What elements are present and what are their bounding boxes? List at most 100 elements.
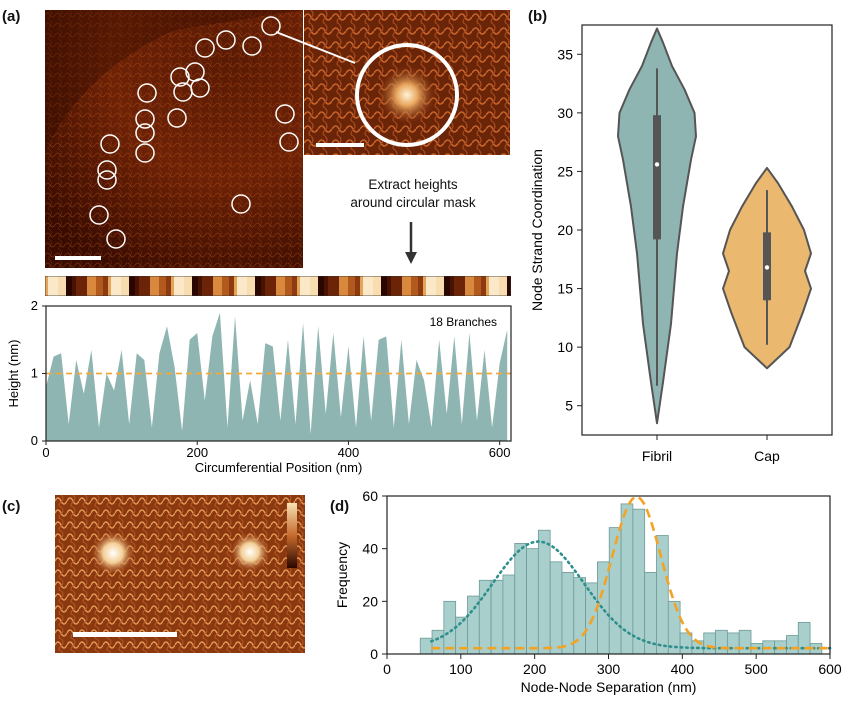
panel-label-a: (a) <box>2 8 21 25</box>
down-arrow-icon <box>405 222 417 264</box>
strip-segment <box>310 276 318 296</box>
x-tick-label: 600 <box>818 661 842 677</box>
strip-segment <box>76 276 87 296</box>
strip-segment <box>45 276 48 296</box>
strip-segment <box>300 276 310 296</box>
strip-segment <box>87 276 96 296</box>
strip-segment <box>159 276 166 296</box>
histogram-bar <box>608 527 622 655</box>
strip-segment <box>285 276 292 296</box>
strip-segment <box>292 276 297 296</box>
panel-label-b: (b) <box>528 8 548 25</box>
node-marker-circle <box>231 194 251 214</box>
strip-segment <box>348 276 355 296</box>
c-scale-bar <box>73 632 177 637</box>
y-tick-label: 0 <box>370 646 378 662</box>
node-marker-circle <box>261 16 281 36</box>
node-marker-circle <box>135 143 155 163</box>
histogram-bar <box>549 561 563 655</box>
histogram-bar <box>786 635 799 655</box>
x-tick-label: 0 <box>383 661 391 677</box>
node-marker-circle <box>97 170 117 190</box>
strip-segment <box>229 276 234 296</box>
strip-segment <box>139 276 150 296</box>
histogram-bar <box>478 579 492 655</box>
histogram-bar <box>526 548 539 655</box>
y-tick-label: 20 <box>557 222 573 238</box>
strip-segment <box>402 276 411 296</box>
strip-segment <box>363 276 373 296</box>
strip-segment <box>184 276 192 296</box>
strip-segment <box>213 276 222 296</box>
violin-median <box>654 162 660 167</box>
histogram-bar <box>620 503 634 655</box>
histogram-bar <box>703 632 716 655</box>
violin-chart: Fibril Cap 5 10 15 20 25 30 35 Node Strand Coordi… <box>529 24 833 464</box>
y-tick-label: 2 <box>31 298 38 313</box>
y-tick-label: 15 <box>557 281 573 297</box>
strip-segment <box>355 276 360 296</box>
strip-segment <box>121 276 129 296</box>
histogram-bar <box>537 529 551 655</box>
separation-histogram: 0 100 200 300 400 500 600 0 20 40 60 Node-Node Sepa… <box>334 488 842 695</box>
node-marker-circle <box>242 36 262 56</box>
y-tick-label: 0 <box>31 433 38 448</box>
strip-segment <box>58 276 66 296</box>
x-tick-label: 400 <box>338 445 360 460</box>
inset-scale-bar <box>316 143 364 147</box>
x-tick-label: 200 <box>523 661 547 677</box>
strip-segment <box>324 276 328 296</box>
strip-segment <box>474 276 481 296</box>
strip-segment <box>111 276 121 296</box>
strip-segment <box>297 276 300 296</box>
strip-segment <box>450 276 454 296</box>
strip-segment <box>234 276 237 296</box>
strip-segment <box>198 276 202 296</box>
strip-segment <box>444 276 450 296</box>
strip-segment <box>328 276 339 296</box>
strip-segment <box>411 276 418 296</box>
strip-segment <box>360 276 363 296</box>
strip-segment <box>454 276 465 296</box>
histogram-bar <box>490 579 504 655</box>
node-marker-circle <box>275 104 295 124</box>
x-tick-label: 400 <box>671 661 695 677</box>
x-axis-label: Node-Node Separation (nm) <box>521 679 697 695</box>
y-tick-label: 10 <box>557 339 573 355</box>
branch-annotation: 18 Branches <box>430 315 497 329</box>
histogram-bar <box>656 535 669 655</box>
node-marker-circle <box>173 82 193 102</box>
histogram-bar <box>597 561 610 655</box>
strip-segment <box>135 276 139 296</box>
node-marker-circle <box>135 123 155 143</box>
strip-segment <box>247 276 255 296</box>
y-tick-label: 35 <box>557 46 573 62</box>
panel-label-d: (d) <box>330 498 350 515</box>
strip-segment <box>418 276 423 296</box>
y-tick-label: 30 <box>557 105 573 121</box>
afm-image-c <box>55 495 305 653</box>
x-tick-label: Fibril <box>642 448 672 464</box>
violin-median <box>764 265 770 270</box>
strip-segment <box>261 276 265 296</box>
node-marker-circle <box>106 229 126 249</box>
strip-segment <box>129 276 135 296</box>
extract-annotation: Extract heights around circular mask <box>350 177 476 210</box>
strip-segment <box>174 276 184 296</box>
y-axis-label: Height (nm) <box>6 340 21 408</box>
strip-segment <box>423 276 426 296</box>
x-tick-label: 0 <box>42 445 49 460</box>
histogram-bar <box>715 629 728 655</box>
strip-segment <box>499 276 507 296</box>
x-tick-label: 300 <box>597 661 621 677</box>
strip-segment <box>381 276 387 296</box>
panel-label-c: (c) <box>2 498 21 515</box>
strip-segment <box>202 276 213 296</box>
node-marker-circle <box>167 108 187 128</box>
histogram-bar <box>502 574 516 655</box>
strip-segment <box>265 276 276 296</box>
node-marker-circle <box>89 205 109 225</box>
strip-segment <box>436 276 444 296</box>
node-marker-circle <box>170 67 190 87</box>
y-axis-label: Node Strand Coordination <box>529 149 545 311</box>
